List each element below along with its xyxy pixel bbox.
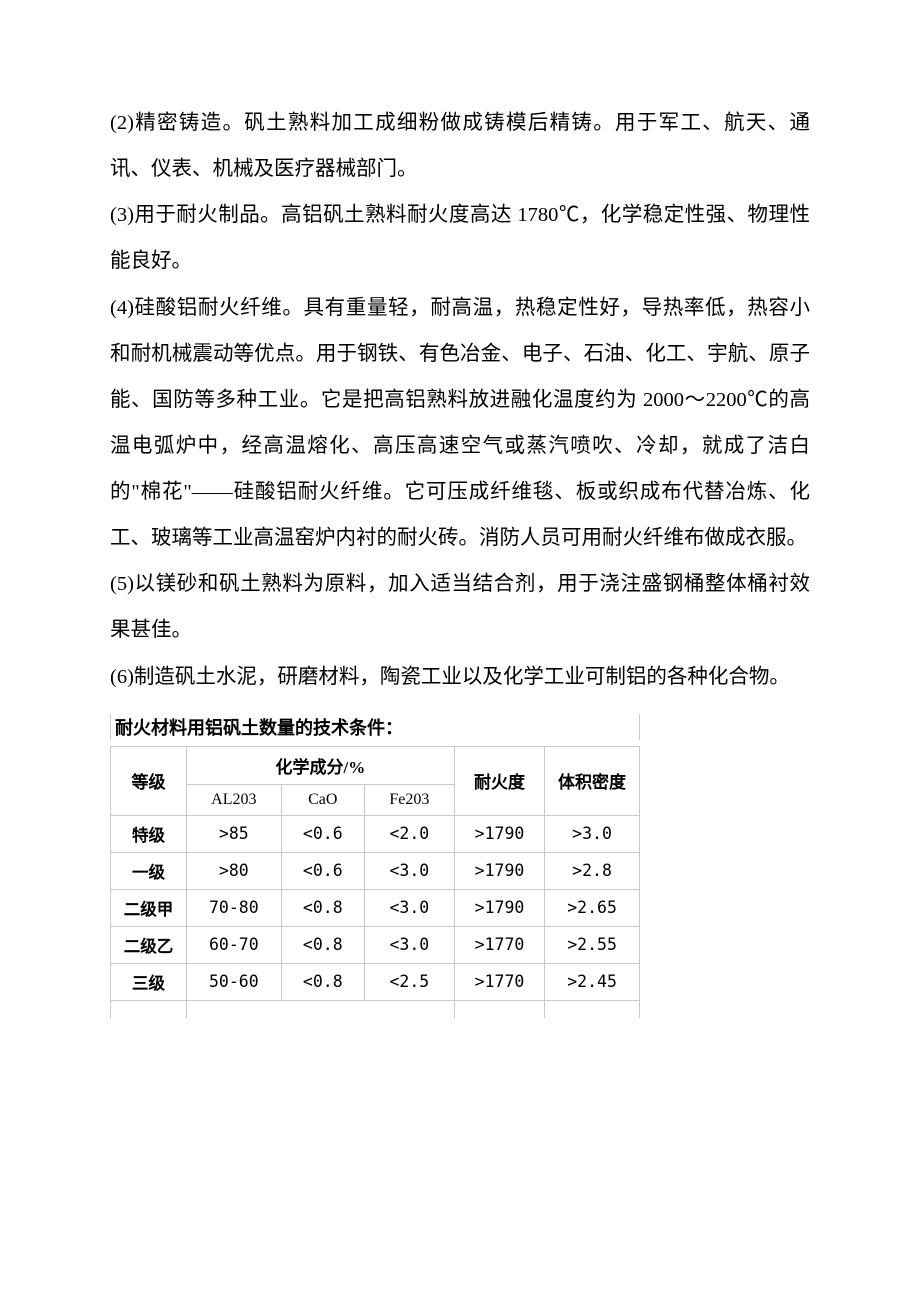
header-cao: CaO [281,784,364,815]
header-refractoriness: 耐火度 [454,746,544,815]
paragraph-6: (6)制造矾土水泥，研磨材料，陶瓷工业以及化学工业可制铝的各种化合物。 [110,654,810,700]
cell-density: >2.8 [545,852,640,889]
cell-cao: <0.6 [281,815,364,852]
cell-al203: >85 [186,815,281,852]
table-header-row-1: 等级 化学成分/% 耐火度 体积密度 [111,746,640,784]
spec-table: 等级 化学成分/% 耐火度 体积密度 AL203 CaO Fe203 特级 >8… [110,746,640,1019]
table-row: 二级乙 60-70 <0.8 <3.0 >1770 >2.55 [111,926,640,963]
cell-fe203: <2.0 [364,815,454,852]
cell-density: >2.55 [545,926,640,963]
cell-fe203: <2.5 [364,963,454,1000]
table-body: 特级 >85 <0.6 <2.0 >1790 >3.0 一级 >80 <0.6 … [111,815,640,1018]
header-chem: 化学成分/% [186,746,454,784]
cell-cao: <0.8 [281,926,364,963]
table-empty-row [111,1000,640,1018]
paragraph-5: (5)以镁砂和矾土熟料为原料，加入适当结合剂，用于浇注盛钢桶整体桶衬效果甚佳。 [110,561,810,653]
table-row: 二级甲 70-80 <0.8 <3.0 >1790 >2.65 [111,889,640,926]
cell-grade: 二级甲 [111,889,187,926]
table-row: 三级 50-60 <0.8 <2.5 >1770 >2.45 [111,963,640,1000]
header-fe203: Fe203 [364,784,454,815]
paragraph-4: (4)硅酸铝耐火纤维。具有重量轻，耐高温，热稳定性好，导热率低，热容小和耐机械震… [110,285,810,562]
cell-refrac: >1770 [454,963,544,1000]
header-al203: AL203 [186,784,281,815]
table-title: 耐火材料用铝矾土数量的技术条件： [111,714,639,740]
cell-density: >2.45 [545,963,640,1000]
cell-fe203: <3.0 [364,852,454,889]
cell-fe203: <3.0 [364,889,454,926]
cell-cao: <0.8 [281,889,364,926]
cell-al203: 60-70 [186,926,281,963]
cell-al203: 70-80 [186,889,281,926]
cell-cao: <0.8 [281,963,364,1000]
cell-grade: 特级 [111,815,187,852]
cell-grade: 三级 [111,963,187,1000]
cell-refrac: >1790 [454,889,544,926]
table-row: 特级 >85 <0.6 <2.0 >1790 >3.0 [111,815,640,852]
cell-density: >3.0 [545,815,640,852]
cell-cao: <0.6 [281,852,364,889]
cell-fe203: <3.0 [364,926,454,963]
cell-refrac: >1790 [454,815,544,852]
table-row: 一级 >80 <0.6 <3.0 >1790 >2.8 [111,852,640,889]
cell-refrac: >1770 [454,926,544,963]
cell-density: >2.65 [545,889,640,926]
cell-refrac: >1790 [454,852,544,889]
cell-grade: 二级乙 [111,926,187,963]
paragraph-3: (3)用于耐火制品。高铝矾土熟料耐火度高达 1780℃，化学稳定性强、物理性能良… [110,192,810,284]
cell-grade: 一级 [111,852,187,889]
header-grade: 等级 [111,746,187,815]
cell-al203: >80 [186,852,281,889]
header-density: 体积密度 [545,746,640,815]
cell-al203: 50-60 [186,963,281,1000]
paragraph-2: (2)精密铸造。矾土熟料加工成细粉做成铸模后精铸。用于军工、航天、通讯、仪表、机… [110,100,810,192]
